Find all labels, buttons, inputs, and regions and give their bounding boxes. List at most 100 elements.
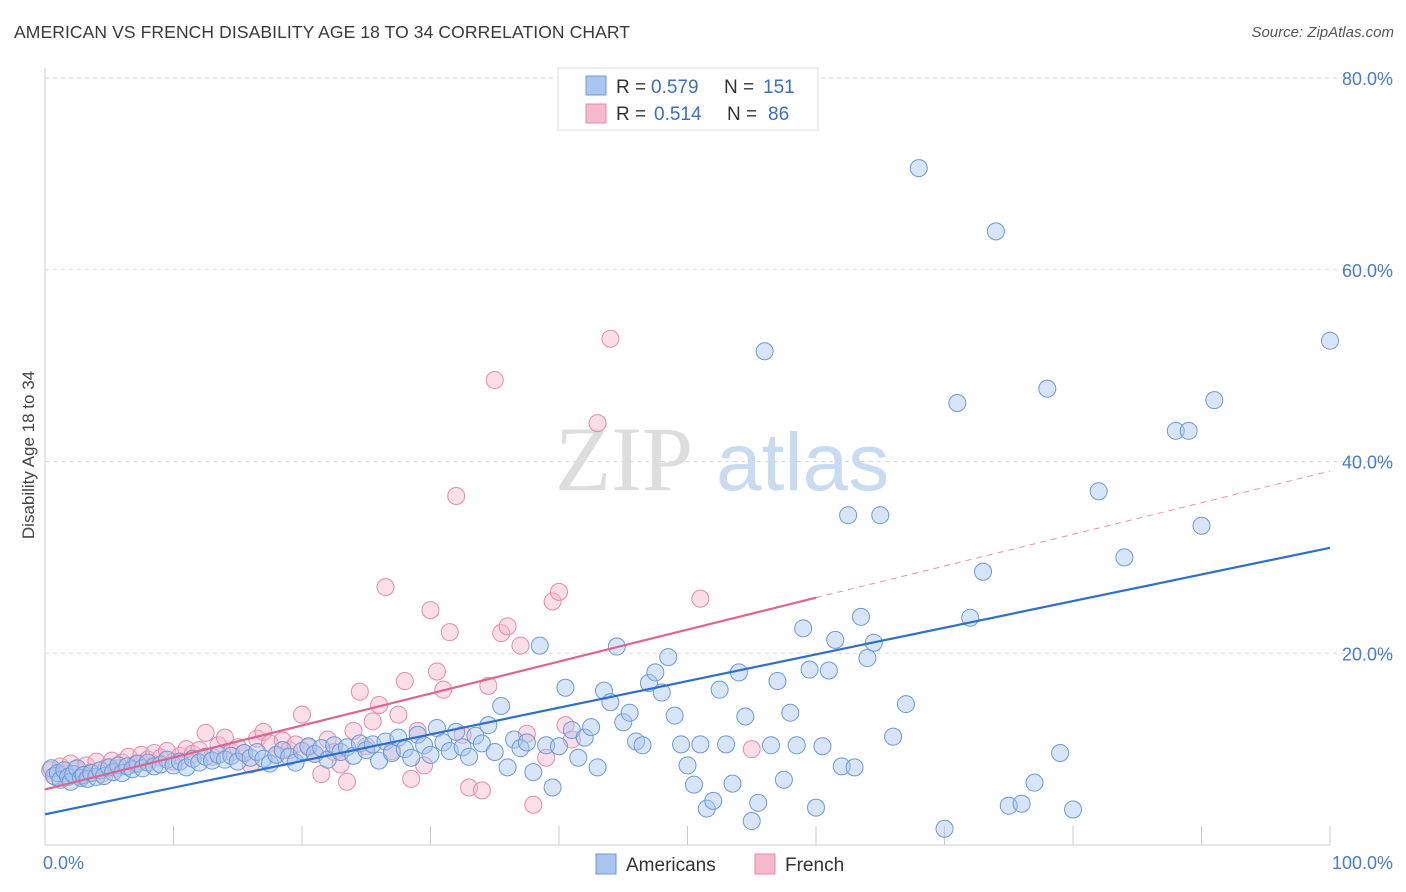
point-americans — [1038, 379, 1057, 398]
x-tick-labels: 0.0% 100.0% — [43, 853, 1393, 873]
point-americans — [813, 737, 832, 756]
point-americans — [498, 758, 517, 777]
point-americans — [460, 747, 479, 766]
point-americans — [1192, 516, 1211, 535]
point-americans — [485, 743, 504, 762]
point-americans — [659, 648, 678, 667]
point-french — [511, 636, 530, 655]
point-americans — [447, 722, 466, 741]
point-americans — [948, 394, 967, 413]
point-french — [440, 623, 459, 642]
point-americans — [1205, 391, 1224, 410]
legend-r-value-french: 0.514 — [654, 104, 702, 125]
point-french — [588, 414, 607, 433]
point-americans — [1025, 773, 1044, 792]
legend-r-value-americans: 0.579 — [651, 77, 699, 98]
trendline-french — [44, 596, 817, 791]
point-americans — [1179, 421, 1198, 440]
point-americans — [974, 562, 993, 581]
point-americans — [736, 707, 755, 726]
point-americans — [550, 737, 568, 756]
watermark-zip: ZIP — [555, 408, 693, 510]
point-americans — [1321, 331, 1339, 350]
legend-n-value-french: 86 — [768, 104, 789, 125]
point-americans — [742, 812, 761, 831]
point-americans — [1064, 800, 1082, 819]
point-americans — [787, 736, 806, 755]
point-americans — [851, 607, 870, 626]
point-americans — [678, 756, 697, 775]
point-americans — [633, 736, 652, 755]
point-french — [524, 795, 543, 814]
legend-n-value-americans: 151 — [763, 77, 795, 98]
point-americans — [620, 703, 639, 722]
point-french — [363, 712, 382, 731]
point-americans — [672, 735, 691, 754]
point-french — [492, 624, 511, 643]
point-french — [337, 772, 356, 791]
point-americans — [453, 738, 472, 757]
point-french — [293, 705, 311, 724]
point-americans — [749, 793, 768, 812]
point-americans — [492, 696, 511, 715]
point-americans — [871, 506, 890, 525]
point-americans — [1012, 794, 1031, 813]
point-americans — [826, 630, 845, 649]
y-tick-label-40: 40.0% — [1342, 453, 1393, 473]
point-french — [479, 676, 498, 695]
trendline-americans — [44, 546, 1331, 816]
point-americans — [665, 706, 684, 725]
point-americans — [472, 734, 491, 753]
legend-r-label-americans: R = — [616, 77, 646, 98]
point-french — [498, 617, 517, 636]
trendline-french-extension — [815, 470, 1331, 599]
point-french — [376, 578, 395, 597]
point-americans — [588, 758, 607, 777]
point-americans — [537, 736, 556, 755]
x-tick-label-max: 100.0% — [1332, 853, 1393, 873]
point-french — [395, 672, 414, 691]
point-americans — [768, 672, 787, 691]
point-americans — [704, 791, 723, 810]
trendlines — [44, 470, 1331, 816]
point-americans — [569, 748, 588, 767]
y-axis-label: Disability Age 18 to 34 — [19, 371, 38, 539]
point-americans — [710, 680, 729, 699]
point-americans — [794, 619, 813, 638]
point-americans — [909, 159, 928, 178]
point-americans — [781, 703, 800, 722]
point-americans — [556, 678, 575, 697]
point-french — [550, 582, 568, 601]
point-french — [742, 740, 761, 759]
point-americans — [755, 342, 774, 361]
point-french — [537, 748, 556, 767]
point-americans — [832, 757, 851, 776]
point-french — [691, 589, 710, 608]
bottom-legend-french: French — [785, 855, 844, 876]
legend-n-label-french: N = — [727, 104, 757, 125]
point-french — [196, 723, 215, 742]
point-americans — [1089, 482, 1108, 501]
point-americans — [530, 636, 549, 655]
point-americans — [248, 743, 267, 762]
point-americans — [582, 718, 601, 737]
bottom-legend-swatch-americans — [595, 853, 617, 875]
point-americans — [839, 506, 858, 525]
chart-title: AMERICAN VS FRENCH DISABILITY AGE 18 TO … — [14, 22, 631, 42]
legend: R = 0.579 N = 151 R = 0.514 N = 86 — [557, 67, 819, 131]
point-french — [485, 371, 504, 390]
point-french — [543, 592, 562, 611]
point-french — [389, 705, 408, 724]
point-americans — [543, 778, 562, 797]
point-americans — [1051, 743, 1070, 762]
point-french — [472, 781, 491, 800]
point-french — [402, 769, 421, 788]
source-credit: Source: ZipAtlas.com — [1251, 24, 1394, 41]
point-americans — [807, 798, 825, 817]
point-americans — [935, 819, 954, 838]
point-americans — [884, 727, 903, 746]
bottom-legend-swatch-french — [754, 853, 776, 875]
bottom-legend: Americans French — [595, 853, 844, 876]
point-americans — [517, 733, 536, 752]
